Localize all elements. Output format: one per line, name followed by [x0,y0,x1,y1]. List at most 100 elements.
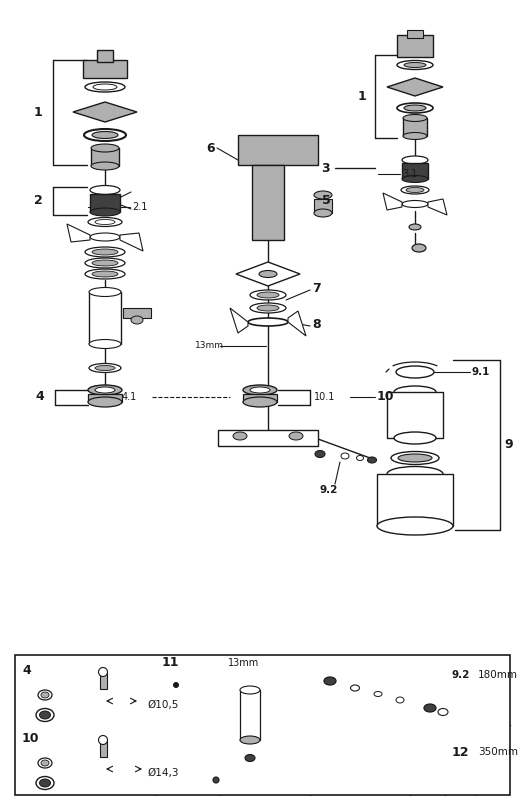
Text: 6: 6 [206,142,215,154]
Ellipse shape [396,697,404,703]
Ellipse shape [315,450,325,458]
Polygon shape [230,308,248,333]
Ellipse shape [387,466,443,482]
Text: 10: 10 [377,390,394,403]
Ellipse shape [90,186,120,194]
Ellipse shape [250,303,286,313]
Ellipse shape [85,258,125,268]
Ellipse shape [403,114,427,122]
Text: 2.1: 2.1 [132,202,148,212]
Text: 3.1: 3.1 [402,169,417,179]
Text: 4: 4 [36,390,45,403]
Ellipse shape [93,84,117,90]
Text: 1: 1 [358,90,366,102]
Bar [123,308,151,318]
Text: 13mm: 13mm [195,341,224,350]
Text: 5: 5 [322,194,331,206]
Ellipse shape [259,270,277,278]
Polygon shape [120,233,143,251]
Bar [89,292,121,344]
Ellipse shape [401,186,429,194]
Ellipse shape [374,691,382,697]
Ellipse shape [88,397,122,407]
Ellipse shape [245,754,255,762]
Bar [97,50,113,62]
Ellipse shape [92,260,118,266]
Ellipse shape [38,758,52,768]
Bar [100,673,107,689]
Ellipse shape [314,209,332,217]
Ellipse shape [396,366,434,378]
Ellipse shape [89,339,121,349]
Ellipse shape [85,269,125,279]
Text: 13mm: 13mm [228,658,259,668]
Bar [83,60,127,78]
Text: 10.1: 10.1 [314,392,335,402]
Ellipse shape [85,247,125,257]
Ellipse shape [377,517,453,535]
Ellipse shape [240,736,260,744]
Text: 12: 12 [452,746,469,758]
Bar [402,163,428,179]
Text: 180mm: 180mm [478,670,518,680]
Text: 350mm: 350mm [478,747,518,757]
Ellipse shape [409,224,421,230]
Polygon shape [387,78,443,96]
Ellipse shape [41,760,49,766]
Ellipse shape [213,777,219,783]
Polygon shape [428,199,447,215]
Bar [397,35,433,57]
Ellipse shape [240,686,260,694]
Text: 3: 3 [321,162,330,174]
Ellipse shape [314,191,332,199]
Ellipse shape [88,385,122,395]
Ellipse shape [356,455,363,461]
Ellipse shape [90,208,120,216]
Ellipse shape [257,292,279,298]
Polygon shape [73,102,137,122]
Text: 11: 11 [162,657,180,670]
Ellipse shape [368,457,376,463]
Ellipse shape [404,105,426,111]
Text: 9.1: 9.1 [472,367,490,377]
Ellipse shape [243,385,277,395]
Ellipse shape [92,249,118,255]
Ellipse shape [424,704,436,712]
Text: 8: 8 [312,318,321,331]
Ellipse shape [36,709,54,722]
Ellipse shape [402,175,428,182]
Polygon shape [288,311,306,336]
Ellipse shape [403,133,427,139]
Ellipse shape [438,709,448,715]
Ellipse shape [84,129,126,141]
Ellipse shape [92,131,118,138]
Ellipse shape [88,218,122,226]
Polygon shape [236,262,300,286]
Ellipse shape [289,432,303,440]
Bar [407,30,423,38]
Bar [243,394,277,402]
Ellipse shape [95,366,115,370]
Ellipse shape [36,777,54,790]
Ellipse shape [39,711,50,719]
Ellipse shape [92,271,118,277]
Bar [88,394,122,402]
Bar [377,474,453,526]
Ellipse shape [39,779,50,787]
Bar [90,194,120,212]
Ellipse shape [341,453,349,459]
Ellipse shape [173,682,178,687]
Ellipse shape [95,219,115,225]
Bar [240,690,260,740]
Ellipse shape [397,103,433,113]
Ellipse shape [412,244,426,252]
Ellipse shape [91,144,119,152]
Ellipse shape [41,692,49,698]
Ellipse shape [406,187,424,193]
Ellipse shape [397,61,433,70]
Ellipse shape [243,397,277,407]
Bar [314,199,332,213]
Ellipse shape [90,233,120,241]
Ellipse shape [95,387,115,393]
Ellipse shape [38,690,52,700]
